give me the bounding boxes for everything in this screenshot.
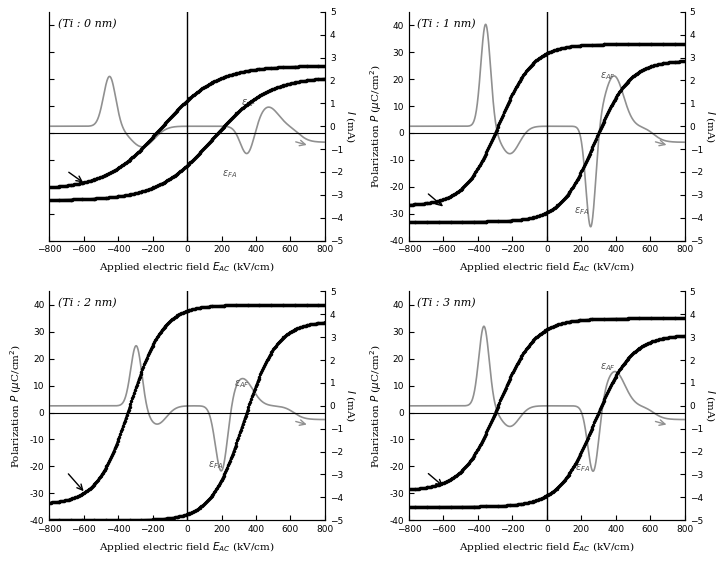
X-axis label: Applied electric field $E_{AC}$ (kV/cm): Applied electric field $E_{AC}$ (kV/cm) [99, 260, 275, 274]
Y-axis label: Polarization $P$ ($\mu$C/cm$^{2}$): Polarization $P$ ($\mu$C/cm$^{2}$) [8, 344, 24, 468]
Text: $\varepsilon_{FA}$: $\varepsilon_{FA}$ [573, 205, 589, 217]
Text: (Ti : 2 nm): (Ti : 2 nm) [57, 298, 116, 309]
Y-axis label: $I$ (mA): $I$ (mA) [344, 110, 357, 143]
Y-axis label: Polarization $P$ ($\mu$C/cm$^{2}$): Polarization $P$ ($\mu$C/cm$^{2}$) [368, 64, 384, 188]
X-axis label: Applied electric field $E_{AC}$ (kV/cm): Applied electric field $E_{AC}$ (kV/cm) [459, 260, 634, 274]
Text: $\varepsilon_{AF}$: $\varepsilon_{AF}$ [241, 98, 257, 110]
Text: $\varepsilon_{AF}$: $\varepsilon_{AF}$ [233, 378, 249, 390]
Text: (Ti : 3 nm): (Ti : 3 nm) [418, 298, 476, 309]
Text: (Ti : 1 nm): (Ti : 1 nm) [418, 19, 476, 29]
Text: $\varepsilon_{AF}$: $\varepsilon_{AF}$ [600, 361, 616, 373]
X-axis label: Applied electric field $E_{AC}$ (kV/cm): Applied electric field $E_{AC}$ (kV/cm) [459, 540, 634, 554]
Y-axis label: $I$ (mA): $I$ (mA) [344, 389, 357, 423]
Text: (Ti : 0 nm): (Ti : 0 nm) [57, 19, 116, 29]
Text: $\varepsilon_{FA}$: $\varepsilon_{FA}$ [575, 462, 591, 474]
Text: $\varepsilon_{FA}$: $\varepsilon_{FA}$ [222, 169, 237, 180]
Text: $\varepsilon_{FA}$: $\varepsilon_{FA}$ [208, 460, 223, 472]
Y-axis label: $I$ (mA): $I$ (mA) [704, 110, 717, 143]
Y-axis label: $I$ (mA): $I$ (mA) [704, 389, 717, 423]
X-axis label: Applied electric field $E_{AC}$ (kV/cm): Applied electric field $E_{AC}$ (kV/cm) [99, 540, 275, 554]
Text: $\varepsilon_{AF}$: $\varepsilon_{AF}$ [600, 70, 616, 82]
Y-axis label: Polarization $P$ ($\mu$C/cm$^{2}$): Polarization $P$ ($\mu$C/cm$^{2}$) [368, 344, 384, 468]
